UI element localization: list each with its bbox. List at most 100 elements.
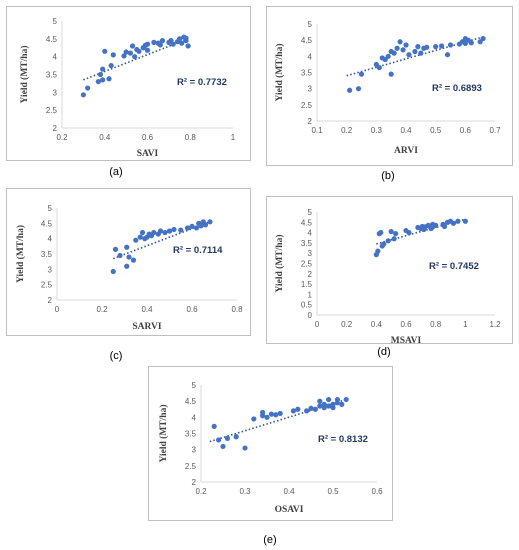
data-point <box>462 218 468 224</box>
data-point <box>126 254 132 260</box>
data-point <box>110 268 116 275</box>
x-tick-label: 0.2 <box>96 305 108 314</box>
y-tick-label: 3 <box>53 88 58 97</box>
x-tick-label: 0.3 <box>371 126 383 135</box>
data-point <box>412 48 418 55</box>
r-squared-label: R² = 0.8132 <box>318 434 368 445</box>
data-point <box>184 225 191 231</box>
y-tick-label: 3 <box>308 85 313 94</box>
y-tick-label: 5 <box>308 208 313 217</box>
data-point <box>400 47 406 53</box>
data-point <box>312 406 318 412</box>
y-tick-label: 5 <box>48 204 53 213</box>
x-tick-label: 0.4 <box>371 320 383 329</box>
data-point <box>388 71 394 77</box>
y-tick-label: 4.5 <box>301 36 313 45</box>
data-point <box>124 263 130 269</box>
data-point <box>139 229 146 236</box>
y-tick-label: 4 <box>308 229 313 238</box>
x-tick-label: 0.6 <box>142 133 154 142</box>
data-point <box>144 41 151 47</box>
data-point <box>80 92 86 98</box>
data-point <box>418 50 424 56</box>
data-point <box>424 44 430 50</box>
data-point <box>178 227 184 233</box>
x-tick-label: 0.4 <box>141 305 153 314</box>
data-point <box>97 71 104 78</box>
data-point <box>108 62 114 69</box>
y-tick-label: 4 <box>48 235 53 244</box>
panel-label-a: (a) <box>109 166 123 178</box>
x-axis-title: OSAVI <box>275 505 304 515</box>
y-tick-label: 2 <box>192 478 197 487</box>
data-point <box>193 225 200 231</box>
panel-label-d: (d) <box>377 346 391 358</box>
data-point <box>162 229 168 236</box>
data-point <box>343 396 349 403</box>
data-point <box>480 35 486 42</box>
x-axis-title: ARVI <box>394 146 418 156</box>
data-point <box>385 238 391 244</box>
x-tick-label: 1 <box>463 320 468 329</box>
y-axis-title: Yield (MT/ha) <box>158 405 169 463</box>
x-tick-label: 1.2 <box>489 320 501 329</box>
data-point <box>251 416 257 422</box>
panel-label-b: (b) <box>381 170 395 182</box>
data-point <box>397 39 403 45</box>
data-point <box>295 406 301 412</box>
y-tick-label: 2.5 <box>301 101 313 110</box>
r-squared-label: R² = 0.7732 <box>177 77 227 88</box>
x-axis-title: MSAVI <box>391 336 422 346</box>
chart-panel-d: 0 0.5 1 1.5 2 2.5 3 3.5 4 4.5 5 0 0.2 0.4 0.6 0.8 1 1.2 MS… <box>266 196 513 346</box>
data-point <box>264 414 270 420</box>
x-tick-label: 0.8 <box>430 320 442 329</box>
data-point <box>394 45 400 51</box>
x-tick-label: 0.5 <box>430 126 442 135</box>
data-point <box>189 223 195 229</box>
y-tick-label: 2 <box>53 124 58 133</box>
data-point <box>159 38 166 44</box>
x-tick-label: 0.4 <box>283 487 295 496</box>
chart-svg-a: 2 2.5 3 3.5 4 4.5 5 0.2 0.4 0.6 0.8 1 SAVI Yield (MT/… <box>19 17 236 159</box>
data-point <box>121 53 127 59</box>
y-tick-label: 4 <box>308 52 313 61</box>
data-point <box>137 234 143 240</box>
data-point <box>179 40 185 46</box>
data-point <box>216 437 222 443</box>
data-point <box>334 396 340 403</box>
x-tick-label: 0.5 <box>327 487 339 496</box>
data-point <box>95 79 101 85</box>
x-tick-label: 0.8 <box>185 133 197 142</box>
data-point <box>242 445 248 451</box>
y-tick-label: 1.5 <box>301 280 313 289</box>
data-point <box>355 86 362 92</box>
r-squared-label: R² = 0.7452 <box>429 261 479 272</box>
data-point <box>211 423 217 429</box>
data-point <box>151 229 157 236</box>
data-point <box>268 411 274 417</box>
data-point <box>273 412 279 418</box>
y-tick-label: 2.5 <box>41 281 53 290</box>
x-tick-label: 0.3 <box>239 487 251 496</box>
x-axis-title: SARVI <box>132 322 162 332</box>
data-point <box>183 35 189 41</box>
chart-panel-c: 2 2.5 3 3.5 4 4.5 5 0 0.2 0.4 0.6 0.8 SARVI Yield (MT… <box>6 188 251 336</box>
chart-panel-e: 2 2.5 3 3.5 4 4.5 5 0.2 0.3 0.4 0.5 0.6 OSAVI Yield (… <box>148 366 393 521</box>
y-tick-label: 3 <box>192 446 197 455</box>
data-point <box>151 39 157 46</box>
x-tick-label: 0.6 <box>186 305 198 314</box>
data-point <box>124 244 130 250</box>
data-point <box>129 43 136 49</box>
data-point <box>233 434 239 440</box>
y-tick-label: 4 <box>192 413 197 422</box>
y-axis-title: Yield (MT/ha) <box>274 44 285 102</box>
data-point <box>385 53 391 59</box>
data-point <box>166 228 173 234</box>
y-axis-title: Yield (MT/ha) <box>15 225 26 283</box>
y-tick-label: 2.5 <box>301 260 313 269</box>
y-tick-label: 5 <box>308 20 313 29</box>
y-tick-label: 5 <box>53 17 58 26</box>
data-point <box>260 409 266 416</box>
panel-label-c: (c) <box>109 350 123 362</box>
chart-svg-e: 2 2.5 3 3.5 4 4.5 5 0.2 0.3 0.4 0.5 0.6 OSAVI Yield (… <box>158 381 383 515</box>
